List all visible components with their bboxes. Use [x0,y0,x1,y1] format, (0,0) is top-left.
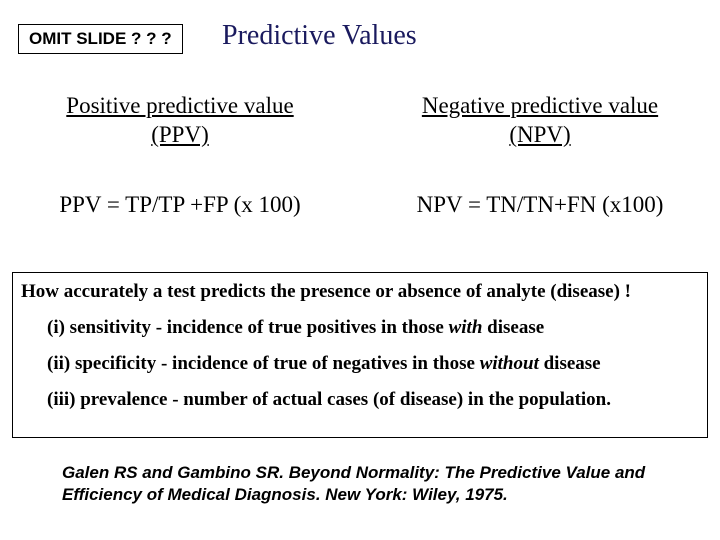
def1-em: with [449,317,483,338]
ppv-heading-line2: (PPV) [151,122,209,147]
npv-heading: Negative predictive value (NPV) [360,92,720,150]
omit-slide-box: OMIT SLIDE ? ? ? [18,24,183,54]
definitions-intro: How accurately a test predicts the prese… [21,281,699,303]
npv-heading-line1: Negative predictive value [422,93,658,118]
def2-em: without [480,353,539,374]
right-column: Negative predictive value (NPV) NPV = TN… [360,92,720,218]
npv-formula: NPV = TN/TN+FN (x100) [360,192,720,218]
def1-pre: (i) sensitivity - incidence of true posi… [47,317,449,338]
ppv-formula: PPV = TP/TP +FP (x 100) [0,192,360,218]
definition-sensitivity: (i) sensitivity - incidence of true posi… [47,317,699,339]
def1-post: disease [482,317,544,338]
def2-pre: (ii) specificity - incidence of true of … [47,353,480,374]
npv-heading-line2: (NPV) [509,122,570,147]
citation-text: Galen RS and Gambino SR. Beyond Normalit… [62,462,662,506]
columns-container: Positive predictive value (PPV) PPV = TP… [0,92,720,218]
omit-slide-label: OMIT SLIDE ? ? ? [29,29,172,48]
definitions-box: How accurately a test predicts the prese… [12,272,708,438]
ppv-heading-line1: Positive predictive value [66,93,293,118]
definition-prevalence: (iii) prevalence - number of actual case… [47,389,699,411]
slide-title: Predictive Values [222,20,417,52]
ppv-heading: Positive predictive value (PPV) [0,92,360,150]
definition-specificity: (ii) specificity - incidence of true of … [47,353,699,375]
left-column: Positive predictive value (PPV) PPV = TP… [0,92,360,218]
def2-post: disease [539,353,601,374]
